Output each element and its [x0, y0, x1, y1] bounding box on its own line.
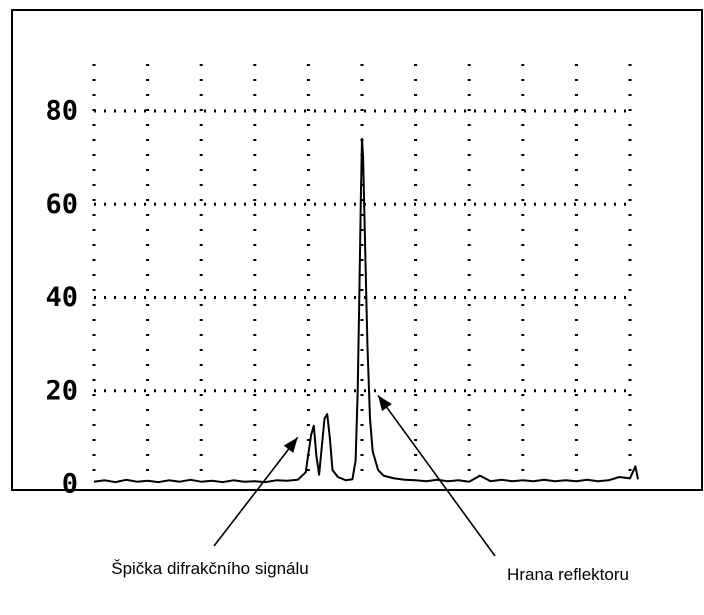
y-tick-label: 80: [45, 96, 78, 127]
x-gridlines: [92, 64, 632, 480]
annotation-label: Hrana reflektoru: [507, 565, 629, 584]
annotation-arrow-line: [213, 436, 299, 547]
annotation-arrowhead: [378, 395, 392, 412]
annotation-arrow-line: [377, 394, 496, 557]
y-tick-label: 60: [45, 189, 78, 220]
y-tick-label: 40: [45, 282, 78, 313]
signal-line: [93, 138, 639, 484]
annotation-arrowhead: [283, 437, 298, 453]
annotation-label: Špička difrakčního signálu: [111, 559, 309, 578]
y-tick-label: 20: [45, 375, 78, 406]
y-tick-labels: 0 20 40 60 80: [45, 96, 78, 500]
y-tick-label: 0: [62, 469, 78, 500]
annotations: Špička difrakčního signálu Hrana reflekto…: [111, 394, 629, 584]
